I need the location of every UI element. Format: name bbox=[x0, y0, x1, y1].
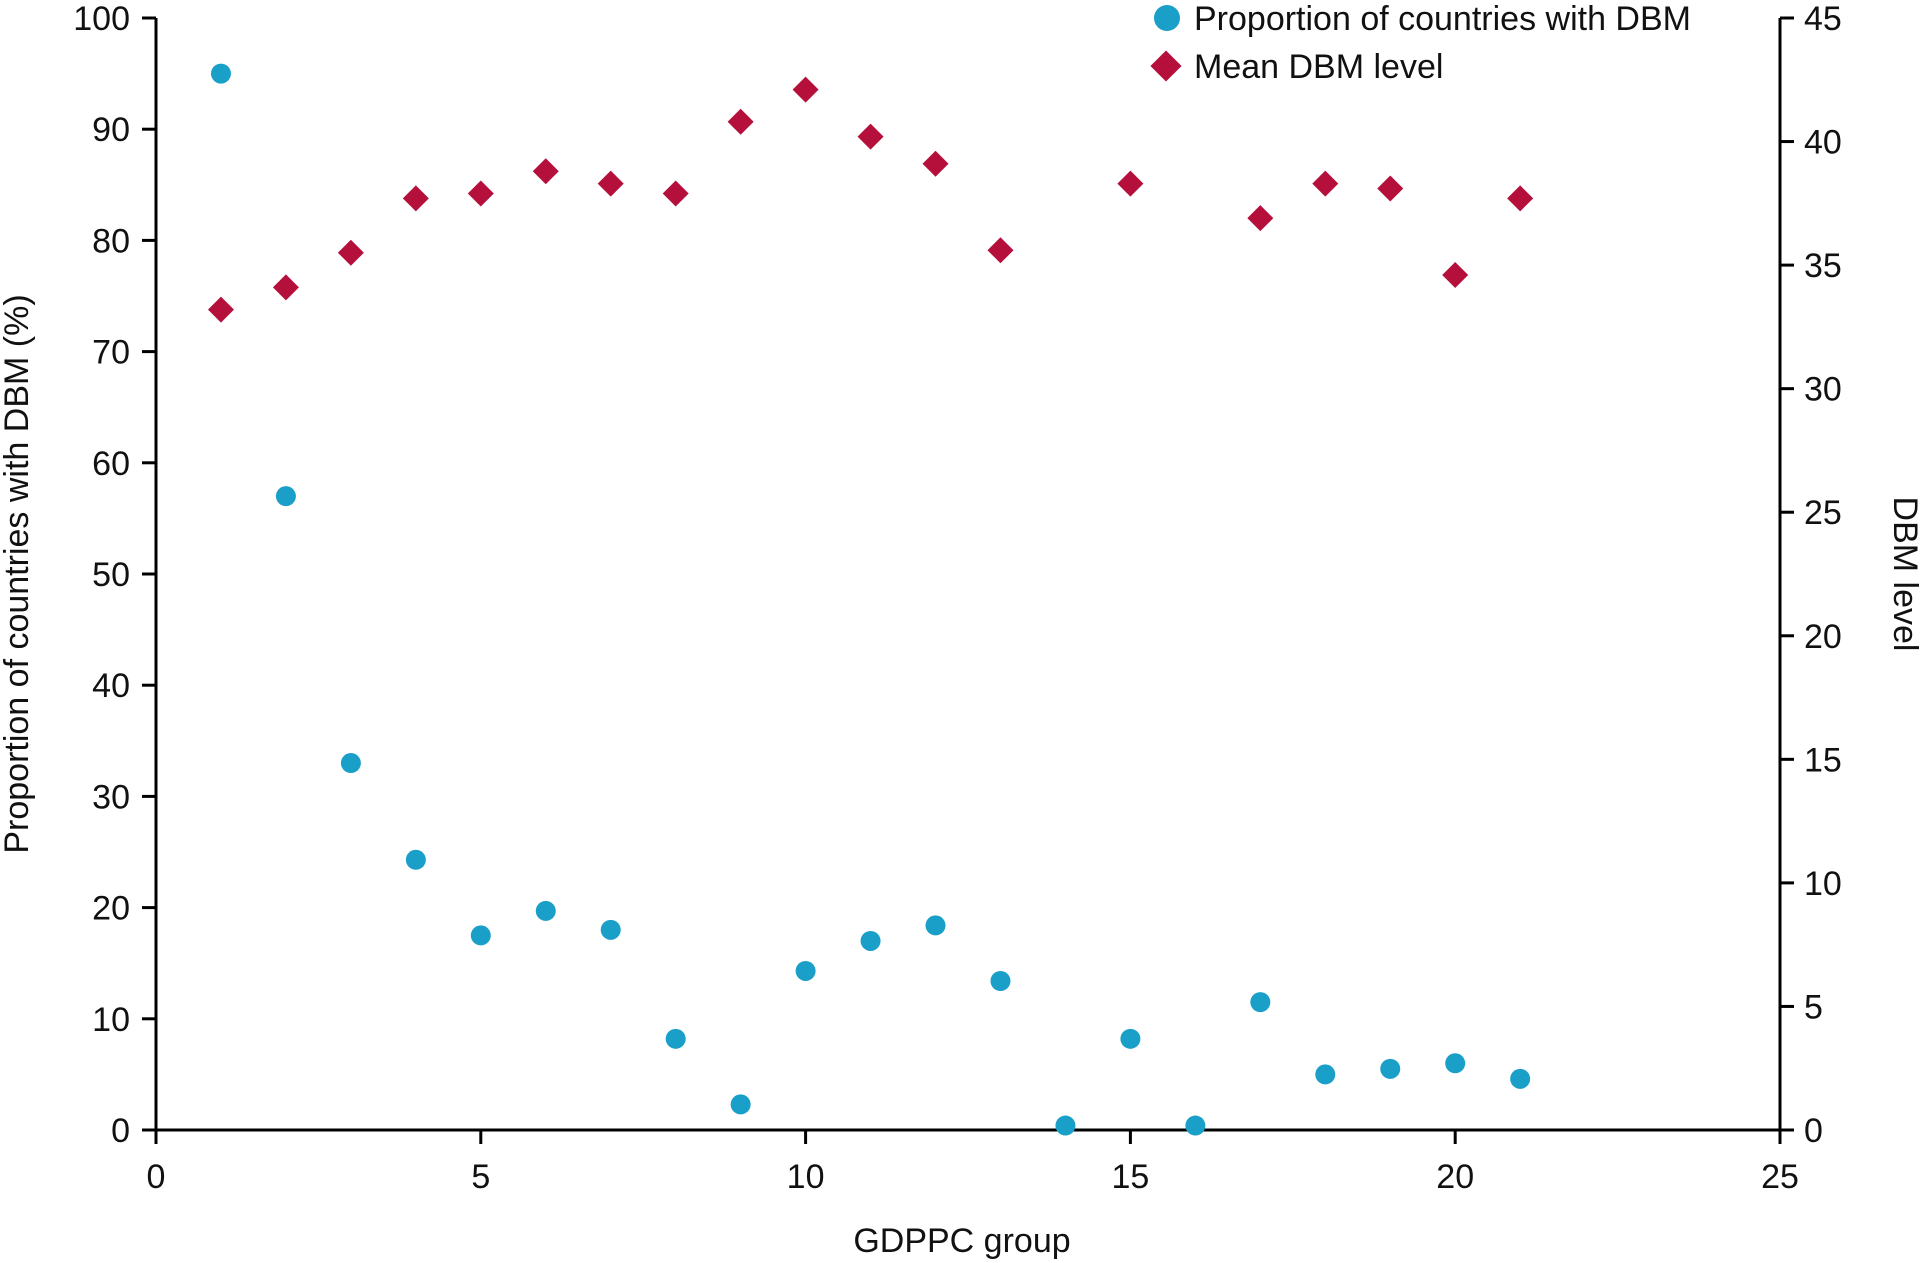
proportion-point bbox=[1510, 1068, 1531, 1089]
y-right-tick-label: 30 bbox=[1804, 371, 1842, 409]
y-left-axis-title: Proportion of countries with DBM (%) bbox=[0, 294, 36, 853]
y-left-tick-label: 10 bbox=[92, 1001, 130, 1039]
mean-level-point bbox=[1117, 170, 1144, 197]
y-left-tick-label: 100 bbox=[73, 0, 130, 38]
proportion-point bbox=[275, 486, 296, 507]
y-right-axis-title: DBM level bbox=[1886, 497, 1920, 652]
mean-level-point bbox=[1377, 175, 1404, 202]
proportion-point bbox=[1315, 1064, 1336, 1085]
mean-level-point bbox=[1507, 185, 1534, 212]
y-left-tick-label: 70 bbox=[92, 334, 130, 372]
x-tick-label: 15 bbox=[1111, 1158, 1149, 1196]
mean-level-point bbox=[467, 180, 494, 207]
x-tick-label: 0 bbox=[147, 1158, 166, 1196]
y-left-tick-label: 40 bbox=[92, 667, 130, 705]
proportion-point bbox=[600, 919, 621, 940]
mean-level-point bbox=[662, 180, 689, 207]
proportion-point bbox=[730, 1094, 751, 1115]
proportion-point bbox=[405, 849, 426, 870]
proportion-point bbox=[925, 915, 946, 936]
x-tick-label: 25 bbox=[1761, 1158, 1799, 1196]
y-right-tick-label: 20 bbox=[1804, 618, 1842, 656]
mean-level-point bbox=[987, 237, 1014, 264]
mean-level-series bbox=[207, 76, 1534, 323]
mean-level-point bbox=[1442, 261, 1469, 288]
y-left-axis-ticks: 0 10 20 30 40 50 60 70 80 90 100 bbox=[73, 0, 156, 1150]
mean-level-point bbox=[597, 170, 624, 197]
y-left-tick-label: 30 bbox=[92, 778, 130, 816]
y-right-tick-label: 45 bbox=[1804, 0, 1842, 38]
proportion-point bbox=[990, 970, 1011, 991]
y-left-tick-label: 80 bbox=[92, 222, 130, 260]
y-right-tick-label: 25 bbox=[1804, 494, 1842, 532]
proportion-point bbox=[1120, 1028, 1141, 1049]
proportion-point bbox=[1185, 1115, 1206, 1136]
x-tick-label: 5 bbox=[471, 1158, 490, 1196]
y-left-tick-label: 50 bbox=[92, 556, 130, 594]
x-tick-label: 20 bbox=[1436, 1158, 1474, 1196]
y-left-tick-label: 0 bbox=[111, 1112, 130, 1150]
proportion-point bbox=[340, 753, 361, 774]
mean-level-point bbox=[922, 150, 949, 177]
x-axis-ticks: 0 5 10 15 20 25 bbox=[147, 1130, 1799, 1196]
proportion-point bbox=[210, 63, 231, 84]
x-tick-label: 10 bbox=[787, 1158, 825, 1196]
mean-level-point bbox=[727, 108, 754, 135]
proportion-point bbox=[1445, 1053, 1466, 1074]
proportion-point bbox=[860, 930, 881, 951]
y-right-tick-label: 10 bbox=[1804, 865, 1842, 903]
proportion-point bbox=[1380, 1058, 1401, 1079]
mean-level-point bbox=[207, 296, 234, 323]
legend-diamond-marker bbox=[1150, 50, 1182, 82]
proportion-point bbox=[795, 960, 816, 981]
mean-level-point bbox=[857, 123, 884, 150]
y-left-tick-label: 20 bbox=[92, 890, 130, 928]
y-right-tick-label: 5 bbox=[1804, 988, 1823, 1026]
y-right-axis-ticks: 0 5 10 15 20 25 30 35 40 45 bbox=[1780, 0, 1842, 1150]
y-right-tick-label: 35 bbox=[1804, 247, 1842, 285]
legend-circle-marker bbox=[1154, 5, 1180, 31]
proportion-point bbox=[1250, 992, 1271, 1013]
proportion-point bbox=[470, 925, 491, 946]
mean-level-point bbox=[1247, 205, 1274, 232]
y-left-tick-label: 60 bbox=[92, 445, 130, 483]
mean-level-point bbox=[792, 76, 819, 103]
x-axis-title: GDPPC group bbox=[853, 1222, 1070, 1260]
legend-label-proportion: Proportion of countries with DBM bbox=[1194, 0, 1691, 38]
mean-level-point bbox=[532, 158, 559, 185]
y-right-tick-label: 40 bbox=[1804, 124, 1842, 162]
mean-level-point bbox=[402, 185, 429, 212]
proportion-series bbox=[210, 63, 1531, 1136]
y-right-tick-label: 0 bbox=[1804, 1112, 1823, 1150]
proportion-point bbox=[665, 1028, 686, 1049]
proportion-point bbox=[1055, 1115, 1076, 1136]
mean-level-point bbox=[272, 274, 299, 301]
y-right-tick-label: 15 bbox=[1804, 741, 1842, 779]
mean-level-point bbox=[337, 239, 364, 266]
mean-level-point bbox=[1312, 170, 1339, 197]
y-left-tick-label: 90 bbox=[92, 111, 130, 149]
legend-label-mean-level: Mean DBM level bbox=[1194, 48, 1443, 86]
legend: Proportion of countries with DBM Mean DB… bbox=[1150, 0, 1691, 86]
proportion-point bbox=[535, 900, 556, 921]
